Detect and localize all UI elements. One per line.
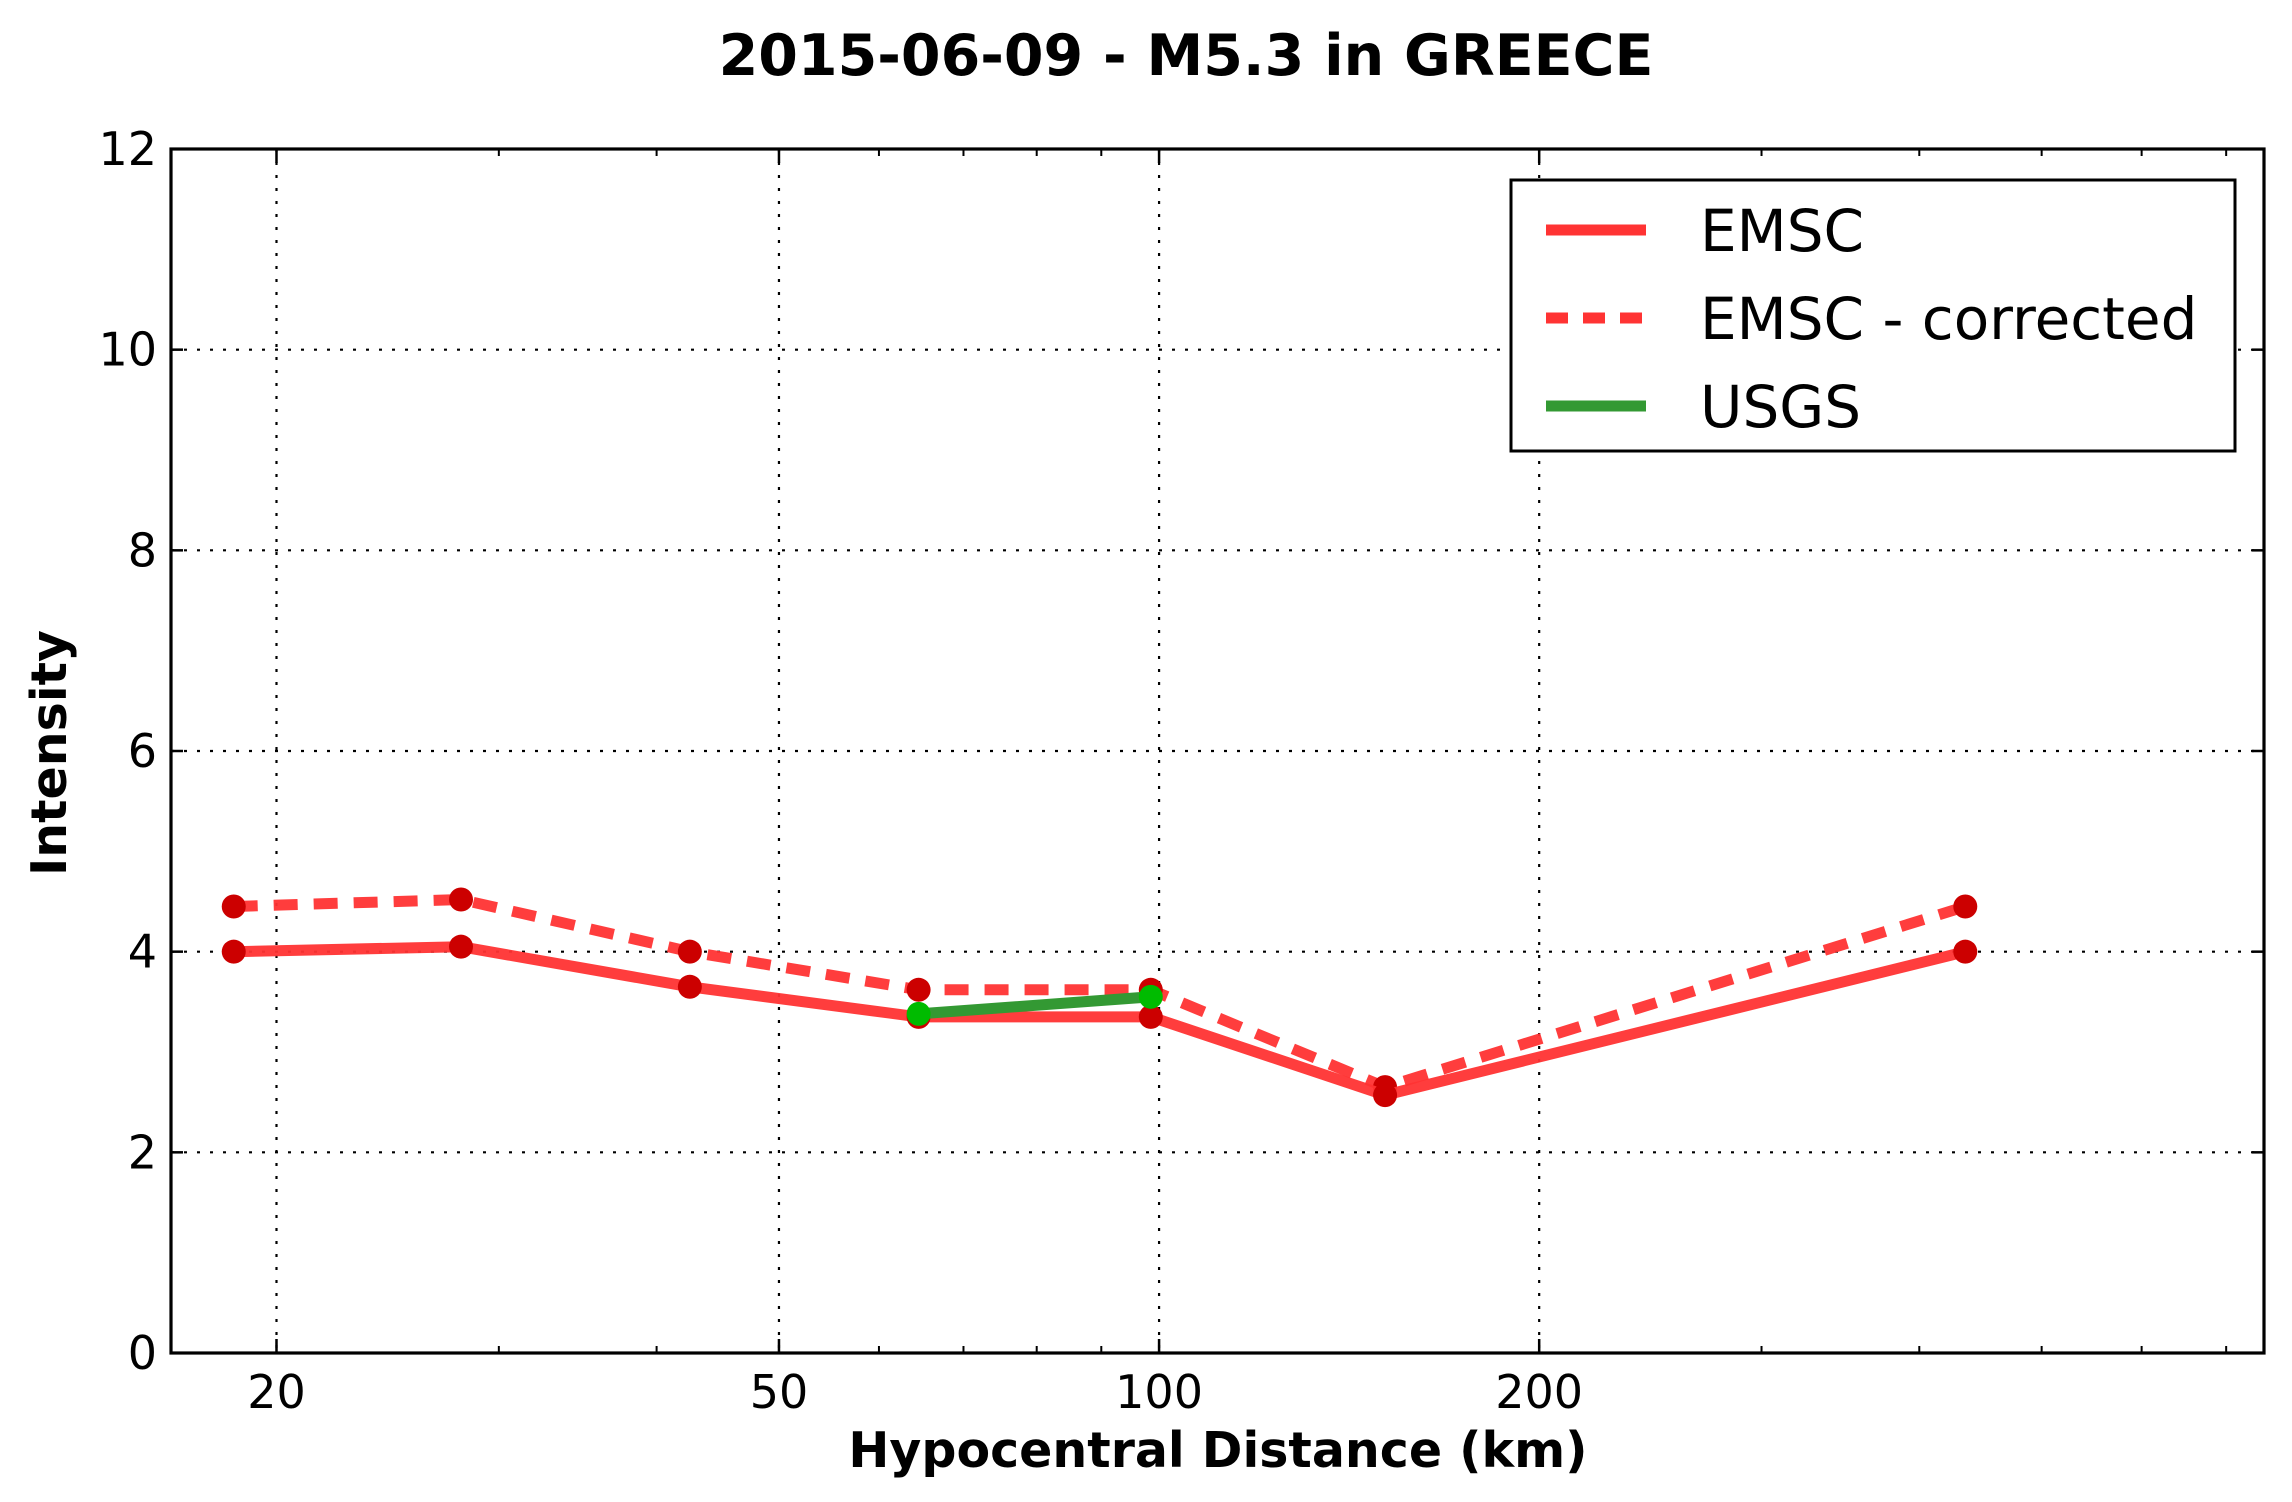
y-tick-label: 6: [128, 724, 157, 778]
axis-ticks: 0 2 4 6 8 10 12 20 50 100 200: [98, 122, 2264, 1419]
y-tick-label: 0: [128, 1326, 157, 1380]
data-series: [221, 887, 1978, 1108]
legend-label-emsc-corrected: EMSC - corrected: [1700, 285, 2197, 353]
y-tick-label: 8: [128, 523, 157, 577]
x-tick-label: 200: [1495, 1365, 1583, 1419]
emsc-corrected-point: [906, 977, 931, 1002]
usgs-point: [1138, 984, 1163, 1009]
emsc-corrected-point: [1953, 894, 1978, 919]
usgs-point: [906, 1001, 931, 1026]
legend-label-usgs: USGS: [1700, 373, 1861, 441]
emsc-corrected-line: [233, 894, 1967, 1093]
legend-label-emsc: EMSC: [1700, 197, 1864, 265]
x-tick-label: 100: [1115, 1365, 1203, 1419]
emsc-corrected-point: [221, 894, 246, 919]
plot-frame: [169, 147, 2266, 1355]
emsc-corrected-point: [677, 939, 702, 964]
y-tick-label: 2: [128, 1125, 157, 1179]
emsc-point: [677, 974, 702, 999]
legend: EMSC EMSC - corrected USGS: [1509, 178, 2237, 453]
y-tick-label: 12: [98, 122, 157, 176]
emsc-point: [449, 934, 474, 959]
x-axis-label: Hypocentral Distance (km): [848, 1422, 1587, 1479]
usgs-line: [918, 991, 1152, 1020]
emsc-point: [1138, 1004, 1163, 1029]
y-axis-label: Intensity: [21, 630, 78, 876]
emsc-corrected-point: [449, 887, 474, 912]
y-tick-label: 10: [98, 323, 157, 377]
chart-title: 2015-06-09 - M5.3 in GREECE: [719, 23, 1654, 89]
x-tick-label: 20: [247, 1365, 306, 1419]
emsc-point: [1373, 1083, 1398, 1108]
y-tick-label: 4: [128, 925, 157, 979]
emsc-point: [1953, 939, 1978, 964]
emsc-point: [221, 939, 246, 964]
emsc-line: [233, 941, 1967, 1101]
x-tick-label: 50: [750, 1365, 809, 1419]
